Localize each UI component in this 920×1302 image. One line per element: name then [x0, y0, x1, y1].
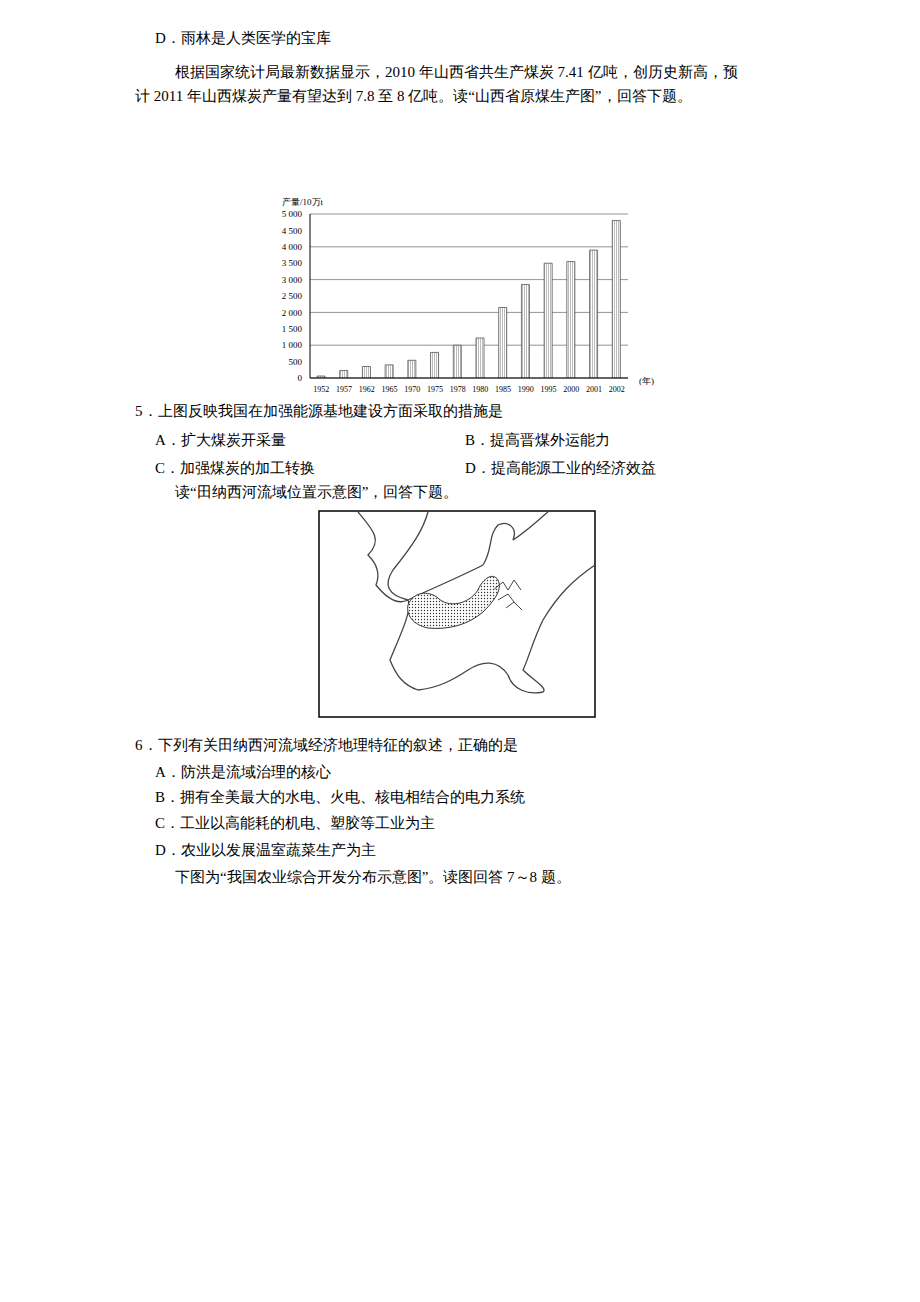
svg-text:1 500: 1 500	[282, 324, 303, 334]
svg-text:5 000: 5 000	[282, 209, 303, 219]
svg-text:4 000: 4 000	[282, 242, 303, 252]
svg-text:2002: 2002	[609, 385, 625, 394]
svg-text:1962: 1962	[359, 385, 375, 394]
html-text:读“田纳西河流域位置示意图”，回答下题。: 读“田纳西河流域位置示意图”，回答下题。	[175, 484, 459, 500]
svg-text:3 500: 3 500	[282, 258, 303, 268]
html-text:B．拥有全美最大的水电、火电、核电相结合的电力系统: B．拥有全美最大的水电、火电、核电相结合的电力系统	[155, 789, 525, 805]
html-text:产量/10万t: 产量/10万t	[282, 197, 323, 207]
svg-text:1980: 1980	[472, 385, 488, 394]
svg-text:1970: 1970	[404, 385, 420, 394]
svg-text:0: 0	[298, 373, 303, 383]
svg-text:500: 500	[289, 357, 303, 367]
html-text:A．防洪是流域治理的核心: A．防洪是流域治理的核心	[155, 764, 331, 780]
svg-text:2000: 2000	[563, 385, 579, 394]
svg-text:4 500: 4 500	[282, 226, 303, 236]
html-text:B．提高晋煤外运能力: B．提高晋煤外运能力	[465, 432, 610, 448]
html-text:计 2011 年山西煤炭产量有望达到 7.8 至 8 亿吨。: 计 2011 年山西煤炭产量有望达到 7.8 至 8 亿吨。读“山西省原煤生产图…	[135, 88, 692, 104]
svg-text:2 500: 2 500	[282, 291, 303, 301]
html-text:下图为“我国农业综合开发分布示意图”。读图回答 7～8 题。: 下图为“我国农业综合开发分布示意图”。读图回答 7～8 题。	[175, 869, 571, 885]
svg-text:2 000: 2 000	[282, 308, 303, 318]
html-text:D．农业以发展温室蔬菜生产为主: D．农业以发展温室蔬菜生产为主	[155, 842, 376, 858]
html-text:D．提高能源工业的经济效益: D．提高能源工业的经济效益	[465, 460, 656, 476]
svg-text:2001: 2001	[586, 385, 602, 394]
svg-text:1978: 1978	[450, 385, 466, 394]
svg-text:1965: 1965	[382, 385, 398, 394]
svg-text:1995: 1995	[541, 385, 557, 394]
html-text:D．雨林是人类医学的宝库: D．雨林是人类医学的宝库	[155, 30, 331, 46]
svg-text:1975: 1975	[427, 385, 443, 394]
html-text:5．上图反映我国在加强能源基地建设方面采取的措施是: 5．上图反映我国在加强能源基地建设方面采取的措施是	[135, 403, 503, 419]
svg-text:3 000: 3 000	[282, 275, 303, 285]
svg-text:1952: 1952	[313, 385, 329, 394]
svg-text:1957: 1957	[336, 385, 352, 394]
html-text:根据国家统计局最新数据显示，2010 年山西省共生产煤炭 7: 根据国家统计局最新数据显示，2010 年山西省共生产煤炭 7.41 亿吨，创历史…	[175, 64, 738, 80]
svg-text:1990: 1990	[518, 385, 534, 394]
html-text:C．加强煤炭的加工转换: C．加强煤炭的加工转换	[155, 460, 315, 476]
svg-text:1985: 1985	[495, 385, 511, 394]
html-text:C．工业以高能耗的机电、塑胶等工业为主: C．工业以高能耗的机电、塑胶等工业为主	[155, 815, 435, 831]
html-text:A．扩大煤炭开采量: A．扩大煤炭开采量	[155, 432, 286, 448]
svg-text:1 000: 1 000	[282, 340, 303, 350]
html-text:(年): (年)	[639, 376, 654, 386]
html-text:6．下列有关田纳西河流域经济地理特征的叙述，正确的是: 6．下列有关田纳西河流域经济地理特征的叙述，正确的是	[135, 737, 518, 753]
